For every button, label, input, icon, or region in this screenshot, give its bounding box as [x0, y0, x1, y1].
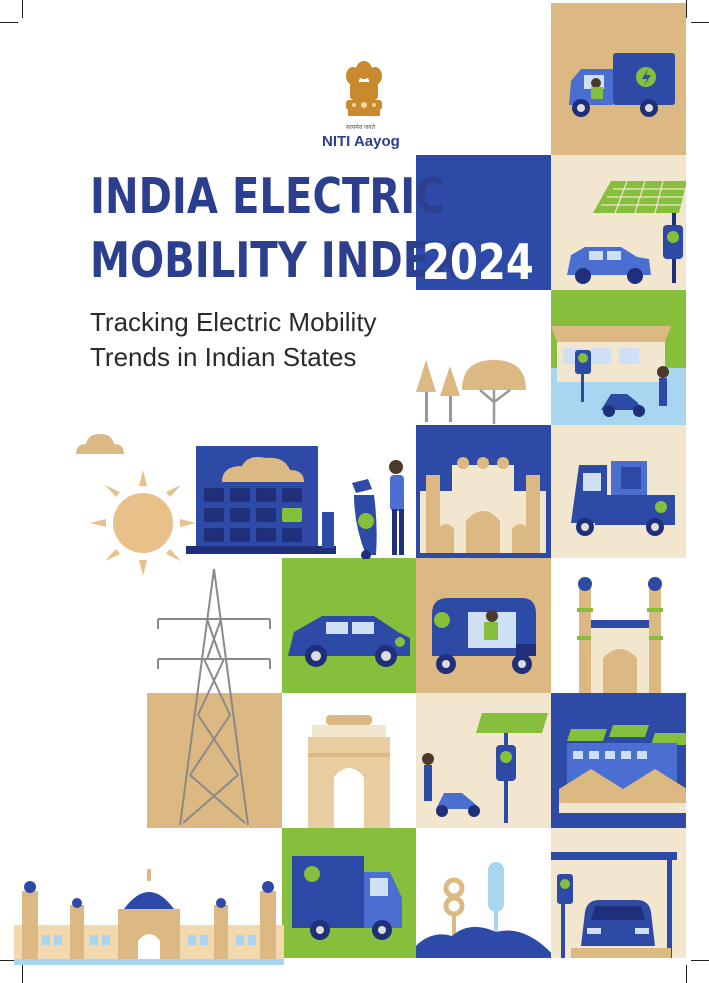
subtitle-line-1: Tracking Electric Mobility — [90, 307, 377, 337]
tile-solar-car — [551, 155, 686, 290]
title-line-1: INDIA ELECTRIC — [90, 168, 445, 225]
tile-charminar — [551, 558, 686, 693]
crop-mark — [0, 960, 18, 961]
tile-electric-van — [282, 828, 416, 958]
tile-solar-factory — [551, 693, 686, 828]
crop-mark — [691, 960, 709, 961]
car-charging-station-icon — [551, 852, 677, 958]
crop-mark — [686, 965, 687, 983]
title-line-2: MOBILITY INDEX — [90, 232, 462, 289]
electric-van-icon — [292, 856, 402, 940]
national-emblem-icon — [346, 61, 382, 116]
tile-house-scooter — [551, 290, 686, 425]
electric-car-icon — [288, 616, 410, 667]
solar-factory-icon — [559, 725, 686, 813]
tile-gateway-of-india — [416, 425, 551, 558]
charminar-icon — [577, 577, 663, 693]
tile-electric-car — [282, 558, 416, 693]
house-scooter-charging-icon — [551, 326, 686, 425]
solar-charging-car-icon — [567, 180, 686, 284]
park-trees-icon — [416, 862, 551, 958]
sun-icon — [90, 470, 196, 576]
subtitle-line-2: Trends in Indian States — [90, 342, 357, 372]
india-gate-icon — [308, 715, 390, 828]
battery-building-icon — [186, 446, 336, 554]
crop-mark — [22, 965, 23, 983]
electric-mini-truck-icon — [571, 461, 675, 536]
transmission-tower-icon — [157, 568, 271, 826]
organization-name: NITI Aayog — [322, 133, 400, 150]
tile-delivery-truck — [551, 3, 686, 155]
crop-mark — [0, 22, 18, 23]
tile-tower-base — [147, 693, 282, 828]
tile-title-blue-block — [416, 155, 551, 290]
tile-mini-truck — [551, 425, 686, 558]
crop-mark — [691, 22, 709, 23]
emblem-motto: सत्यमेव जयते — [346, 125, 376, 131]
gateway-of-india-icon — [420, 457, 546, 553]
electric-delivery-truck-icon — [569, 53, 675, 117]
solar-charger-scooter-icon — [422, 713, 548, 823]
tile-park-trees — [416, 828, 551, 958]
title-year: 2024 — [422, 234, 534, 291]
tile-car-charging — [551, 828, 686, 958]
tile-solar-scooter — [416, 693, 551, 828]
tile-india-gate — [282, 693, 416, 828]
palace-icon — [14, 869, 284, 965]
person-with-scooter-icon — [352, 460, 404, 559]
electric-rickshaw-icon — [432, 598, 536, 674]
crop-mark — [686, 0, 687, 18]
crop-mark — [22, 0, 23, 18]
cloud-icon — [76, 434, 124, 454]
tile-rickshaw — [416, 558, 551, 693]
trees-icon — [416, 360, 526, 424]
